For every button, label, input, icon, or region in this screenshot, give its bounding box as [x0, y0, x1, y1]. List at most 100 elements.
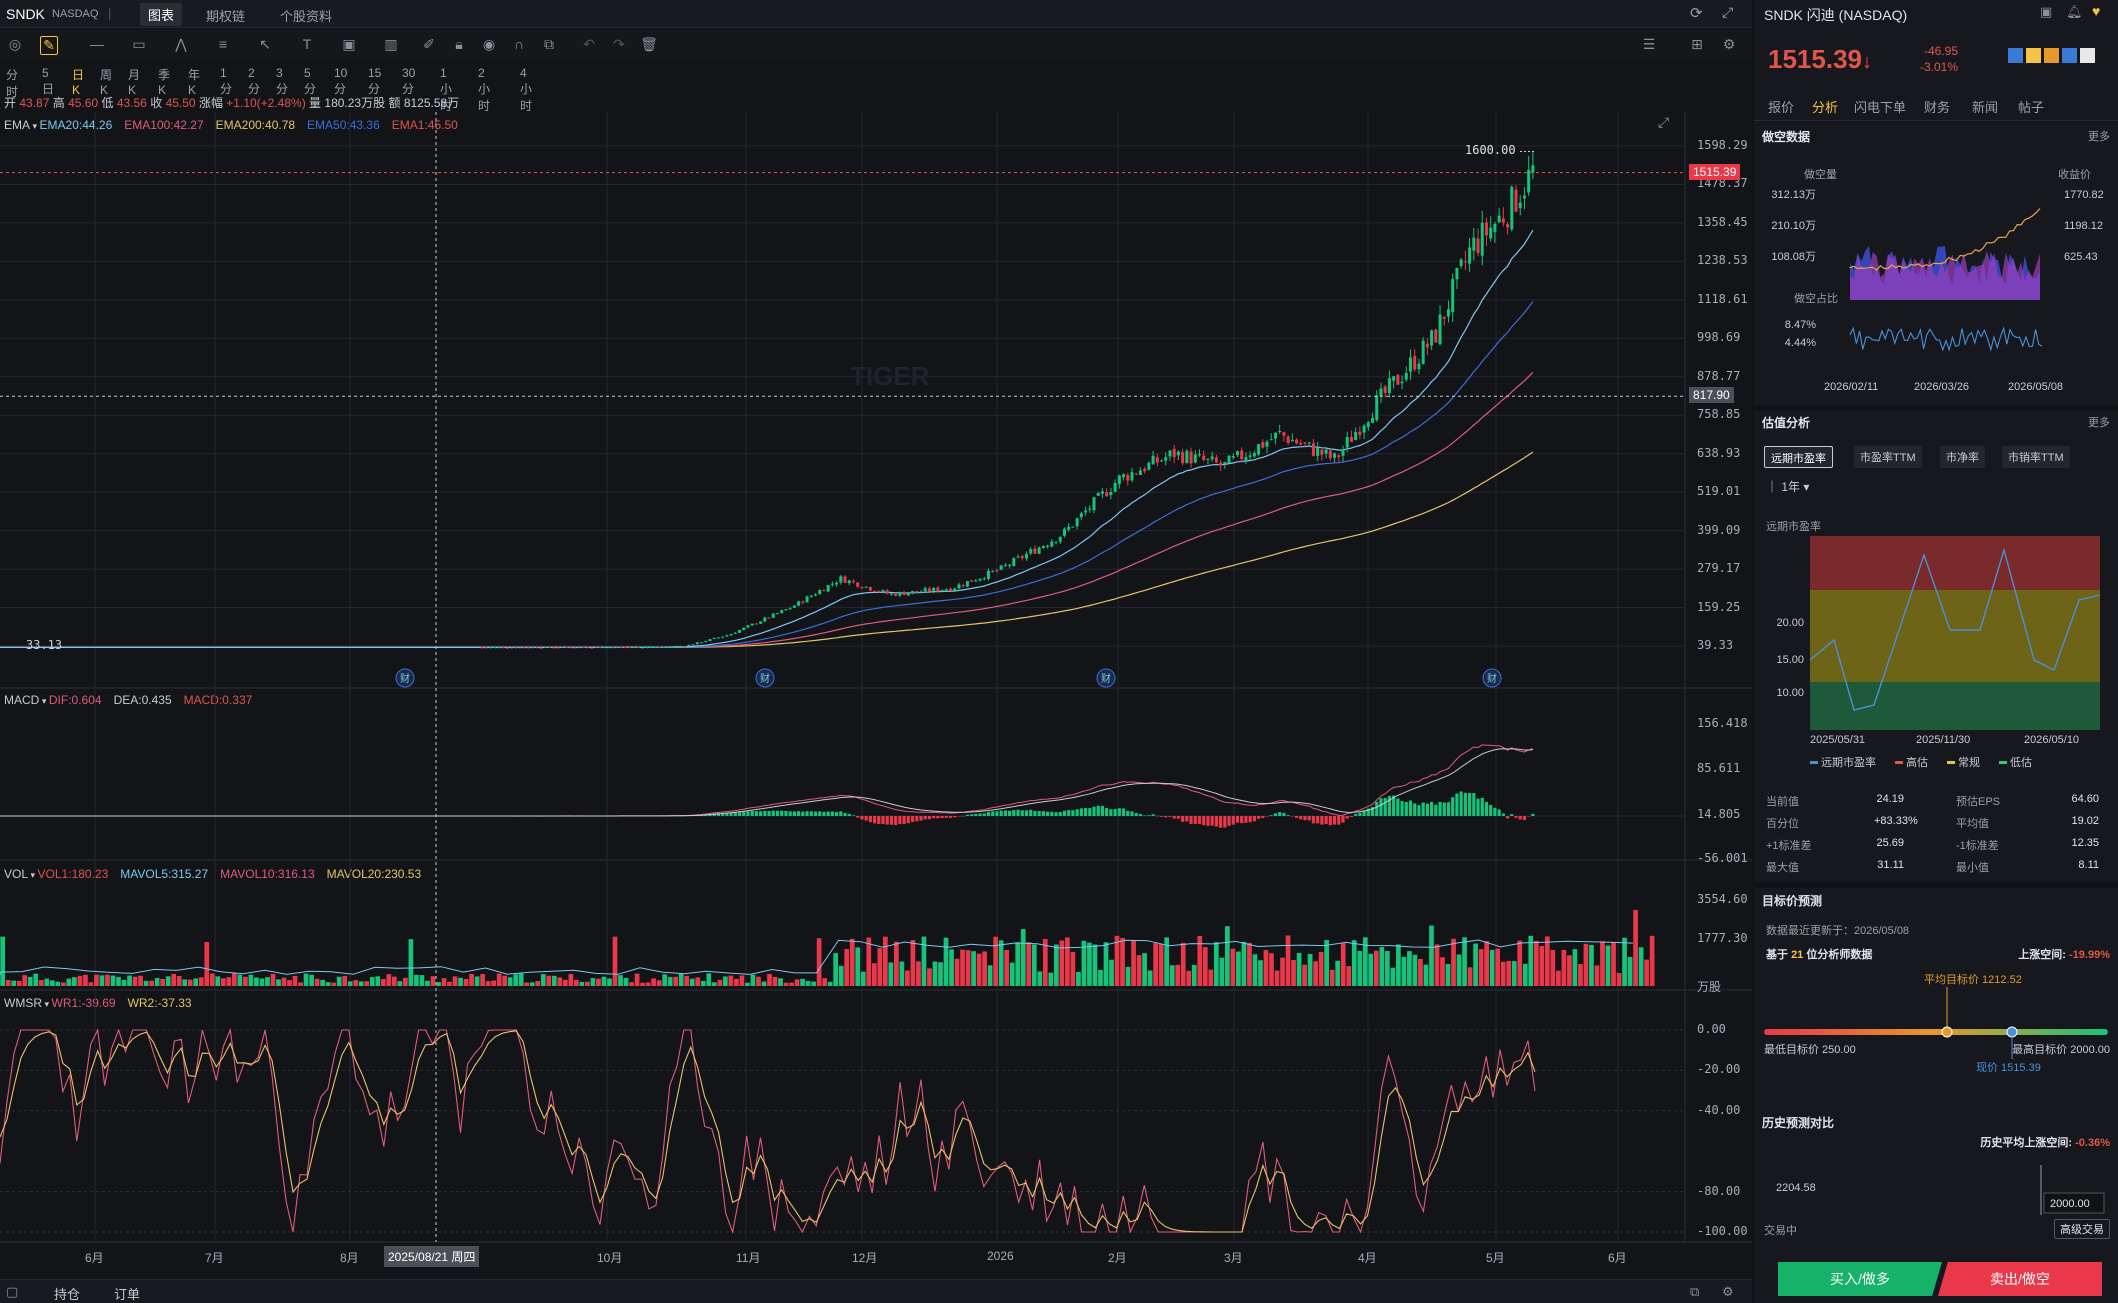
expand-icon[interactable]: ⤢ — [1658, 115, 1670, 131]
save-icon[interactable]: ▣ — [2040, 4, 2053, 19]
right-tab-5[interactable]: 帖子 — [2018, 100, 2045, 115]
macd-bar — [1387, 795, 1392, 816]
tab-chart[interactable]: 图表 — [140, 3, 183, 26]
rect-tool-icon[interactable]: ▭ — [132, 36, 146, 52]
period-12[interactable]: 15分 — [368, 66, 382, 96]
ema-name[interactable]: EMA — [4, 118, 31, 132]
line-tool-icon[interactable]: — — [90, 36, 104, 52]
right-tab-4[interactable]: 新闻 — [1972, 100, 1999, 115]
period-9[interactable]: 3分 — [276, 66, 289, 96]
period-7[interactable]: 1分 — [220, 66, 233, 96]
period-10[interactable]: 5分 — [304, 66, 317, 96]
refresh-icon[interactable]: ⟳ — [1690, 5, 1703, 22]
right-tab-1[interactable]: 分析 — [1812, 100, 1839, 115]
layout-icon[interactable]: ☰ — [1642, 36, 1656, 52]
right-tab-3[interactable]: 财务 — [1924, 100, 1951, 115]
tab-options[interactable]: 期权链 — [206, 9, 246, 24]
sell-button[interactable]: 卖出/做空 — [1938, 1262, 2102, 1296]
period-11[interactable]: 10分 — [334, 66, 348, 96]
wave-tool-icon[interactable]: ⋀ — [175, 36, 187, 52]
magnet-icon[interactable]: ∩ — [513, 36, 525, 52]
trash-icon[interactable]: 🗑︎ — [640, 36, 658, 52]
candle — [1029, 549, 1033, 554]
image-tool-icon[interactable]: ▣ — [342, 36, 356, 52]
undo-icon[interactable]: ↶ — [583, 36, 595, 52]
volume-bar — [138, 975, 143, 986]
gear-icon[interactable]: ⚙ — [1722, 1284, 1734, 1299]
short-more-link[interactable]: 更多 — [2088, 131, 2110, 143]
panel-icon[interactable]: ▢ — [6, 1284, 19, 1299]
volume-bar — [734, 978, 739, 986]
valuation-btn-2[interactable]: 市净率 — [1940, 446, 1985, 468]
vol-name[interactable]: VOL — [4, 867, 29, 881]
right-tab-0[interactable]: 报价 — [1768, 100, 1795, 115]
period-1[interactable]: 5日 — [42, 66, 55, 96]
bell-icon[interactable]: 🔔︎ — [2066, 4, 2083, 19]
period-15[interactable]: 2小时 — [478, 66, 491, 113]
candle — [1375, 395, 1379, 421]
period-13[interactable]: 30分 — [402, 66, 416, 96]
valuation-btn-3[interactable]: 市销率TTM — [2002, 446, 2070, 468]
macd-bar — [1126, 810, 1130, 816]
wmsr-axis-label: -80.00 — [1697, 1183, 1741, 1198]
candle — [1143, 468, 1147, 472]
volume-bar — [414, 974, 419, 986]
period-4[interactable]: 月K — [128, 68, 141, 97]
price-chart[interactable]: 财 财 财 财 TIGER — [0, 0, 1752, 1303]
tab-profile[interactable]: 个股资料 — [280, 9, 333, 24]
volume-bar — [474, 976, 480, 986]
right-tab-2[interactable]: 闪电下单 — [1854, 100, 1907, 115]
draw-pen-icon[interactable]: ✎ — [40, 36, 58, 55]
heart-icon[interactable]: ♥ — [2092, 3, 2101, 19]
range-selector[interactable]: ｜ 1年 ▾ — [1766, 480, 1810, 494]
copy-icon[interactable]: ⧉ — [1690, 1284, 1700, 1299]
ohlc-readout: 开 43.87 高 45.60 低 43.56 收 45.50 涨幅 +1.10… — [4, 96, 460, 110]
text-tool-icon[interactable]: T — [302, 36, 312, 52]
candle — [738, 629, 742, 633]
eraser-icon[interactable]: ✐ — [423, 36, 435, 52]
link-icon[interactable]: ⧉ — [544, 36, 554, 52]
advanced-trade-button[interactable]: 高级交易 — [2054, 1219, 2110, 1239]
period-2[interactable]: 日K — [72, 68, 85, 97]
period-5[interactable]: 季K — [158, 68, 171, 97]
valuation-btn-0[interactable]: 远期市盈率 — [1764, 446, 1833, 468]
volume-bar — [1440, 957, 1445, 986]
volume-bar — [1236, 951, 1241, 986]
macd-bar — [1303, 816, 1307, 821]
period-0[interactable]: 分时 — [6, 68, 19, 99]
period-3[interactable]: 周K — [100, 68, 113, 97]
valuation-btn-1[interactable]: 市盈率TTM — [1854, 446, 1922, 468]
candle — [902, 592, 906, 596]
volume-bar — [369, 977, 375, 986]
macd-bar — [1417, 805, 1421, 816]
valuation-more-link[interactable]: 更多 — [2088, 417, 2110, 429]
period-16[interactable]: 4小时 — [520, 66, 533, 113]
eye-icon[interactable]: ◉ — [482, 36, 496, 52]
settings-icon[interactable]: ⚙ — [1722, 36, 1736, 52]
cursor-tool-icon[interactable]: ↖ — [259, 36, 271, 52]
period-8[interactable]: 2分 — [248, 66, 261, 96]
volume-bar — [292, 975, 298, 986]
price-change: -46.95 — [1924, 44, 1959, 58]
fib-tool-icon[interactable]: ≡ — [218, 36, 228, 52]
fullscreen-icon[interactable]: ⤢ — [1722, 4, 1734, 20]
ema-legend[interactable]: EMA ▾ EMA20:44.26 EMA100:42.27 EMA200:40.7… — [4, 118, 458, 132]
volume-bar — [1147, 970, 1153, 986]
indicator-icon[interactable]: ◎ — [8, 36, 22, 52]
history-chart: 2204.58 2000.00 — [1776, 1165, 2105, 1215]
wmsr-name[interactable]: WMSR — [4, 996, 42, 1010]
buy-button[interactable]: 买入/做多 — [1778, 1262, 1942, 1296]
volume-bar — [419, 975, 425, 986]
wmsr-legend[interactable]: WMSR ▾ WR1:-39.69 WR2:-37.33 — [4, 996, 192, 1010]
tab-positions[interactable]: 持仓 — [54, 1287, 81, 1302]
redo-icon[interactable]: ↷ — [613, 36, 625, 52]
macd-bar — [1197, 816, 1202, 824]
period-14[interactable]: 1小时 — [440, 66, 453, 113]
macd-legend[interactable]: MACD ▾ DIF:0.604 DEA:0.435 MACD:0.337 — [4, 693, 253, 707]
macd-name[interactable]: MACD — [4, 693, 40, 707]
bar-tool-icon[interactable]: ▥ — [384, 36, 398, 52]
lock-icon[interactable]: 🔒︎ — [455, 36, 463, 52]
tab-orders[interactable]: 订单 — [114, 1287, 141, 1302]
grid-icon[interactable]: ⊞ — [1691, 36, 1703, 52]
period-6[interactable]: 年K — [188, 68, 201, 97]
